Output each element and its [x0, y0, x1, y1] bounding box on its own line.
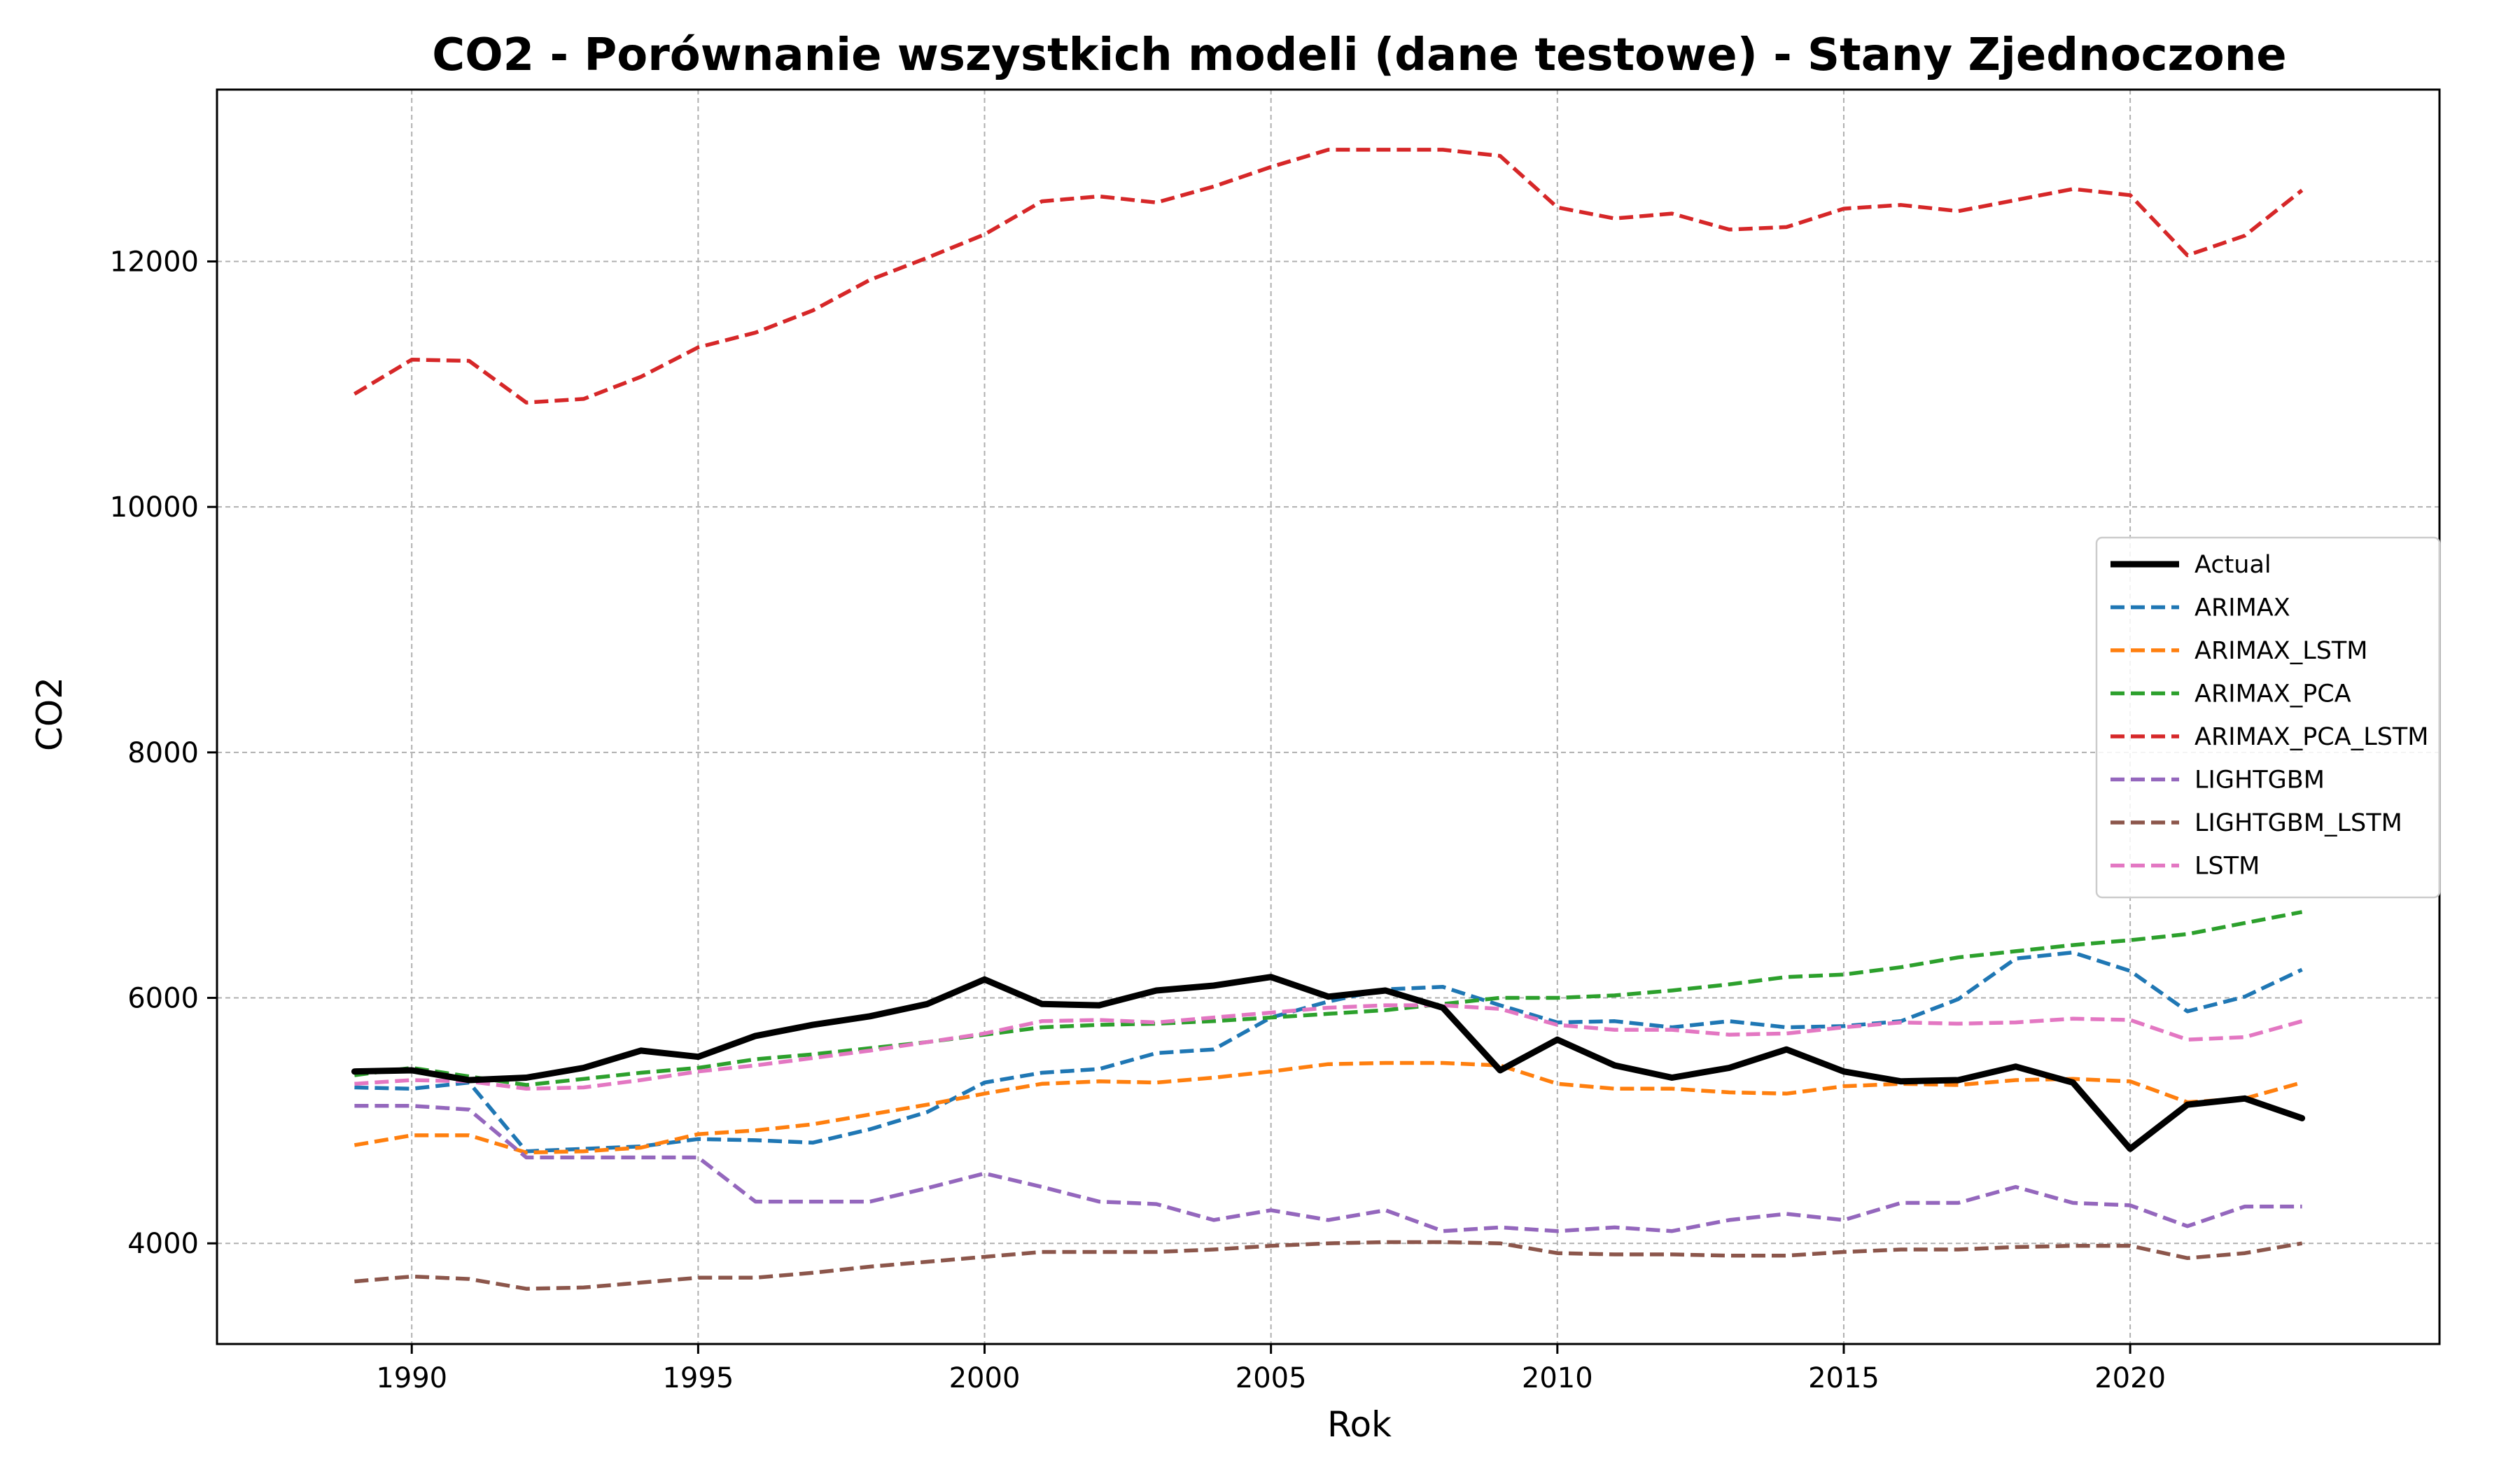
chart-title: CO2 - Porównanie wszystkich modeli (dane… [432, 29, 2286, 81]
x-tick-label: 2020 [2094, 1362, 2166, 1394]
legend-label: ARIMAX_PCA_LSTM [2194, 723, 2428, 751]
legend-label: ARIMAX_LSTM [2194, 637, 2368, 665]
series-line-actual [351, 974, 2306, 1152]
series-line-arimax [354, 950, 2303, 1154]
legend-label: ARIMAX [2194, 594, 2290, 622]
y-axis-ticks: 4000 6000 8000 10000 12000 [110, 246, 217, 1260]
legend-label: LIGHTGBM_LSTM [2194, 809, 2402, 837]
series-line-arimax-lstm [354, 1060, 2303, 1155]
legend-label: Actual [2194, 551, 2272, 579]
y-tick-label: 6000 [127, 983, 199, 1015]
y-tick-label: 10000 [110, 491, 199, 524]
legend-label: LSTM [2194, 853, 2260, 881]
series-line-lstm [354, 1003, 2303, 1091]
y-tick-label: 12000 [110, 246, 199, 278]
x-tick-label: 2005 [1236, 1362, 1307, 1394]
series-line-lightgbm [354, 1104, 2302, 1233]
legend: Actual ARIMAX ARIMAX_LSTM ARIMAX_PCA ARIMAX_… [2095, 536, 2441, 899]
series-line-lightgbm-lstm [354, 1240, 2303, 1291]
legend-box [2095, 536, 2441, 899]
y-axis-label: CO2 [29, 677, 70, 751]
x-tick-label: 2015 [1808, 1362, 1879, 1394]
y-tick-label: 4000 [127, 1228, 199, 1260]
x-axis-ticks: 1990 1995 2000 2005 2010 2015 2020 [376, 1344, 2166, 1394]
x-tick-label: 2010 [1522, 1362, 1593, 1394]
series-lines [351, 148, 2306, 1291]
x-tick-label: 1990 [376, 1362, 447, 1394]
x-tick-label: 1995 [662, 1362, 734, 1394]
series-line-arimax-pca [354, 910, 2303, 1087]
gridlines [217, 90, 2440, 1344]
y-tick-label: 8000 [127, 737, 199, 769]
legend-label: LIGHTGBM [2194, 766, 2325, 794]
series-line-arimax-pca-lstm [353, 148, 2304, 405]
x-tick-label: 2000 [949, 1362, 1021, 1394]
x-axis-label: Rok [1327, 1404, 1392, 1445]
legend-label: ARIMAX_PCA [2194, 680, 2351, 708]
